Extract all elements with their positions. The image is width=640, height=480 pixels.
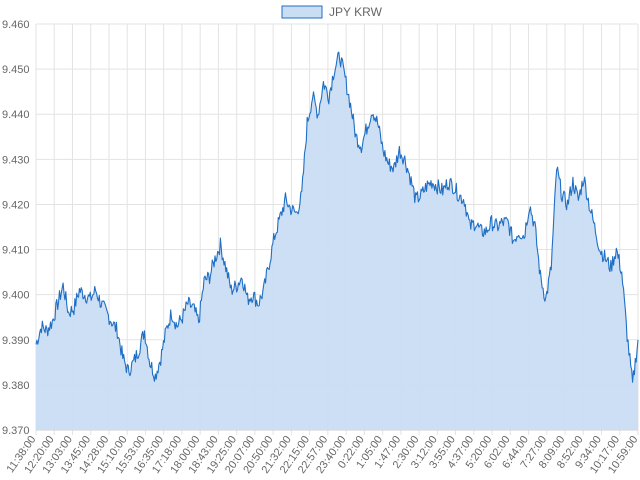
y-tick-label: 9.450 bbox=[2, 64, 30, 76]
legend-label[interactable]: JPY KRW bbox=[329, 5, 383, 19]
legend-swatch[interactable] bbox=[281, 5, 323, 19]
y-tick-label: 9.430 bbox=[2, 154, 30, 166]
y-tick-label: 9.380 bbox=[2, 380, 30, 392]
series-area-fill bbox=[36, 52, 638, 431]
y-tick-label: 9.420 bbox=[2, 199, 30, 211]
y-tick-label: 9.400 bbox=[2, 290, 30, 302]
y-tick-label: 9.370 bbox=[2, 425, 30, 437]
y-tick-label: 9.460 bbox=[2, 19, 30, 31]
series-layer bbox=[35, 51, 639, 431]
y-axis-ticks: 9.370 9.380 9.390 9.400 9.410 9.420 9.430 9.440… bbox=[2, 19, 30, 437]
y-tick-label: 9.440 bbox=[2, 109, 30, 121]
y-tick-label: 9.410 bbox=[2, 245, 30, 257]
legend[interactable]: JPY KRW bbox=[281, 5, 383, 19]
x-axis-ticks: 11:38:0012:20:0013:03:0013:45:0014:28:00… bbox=[5, 434, 640, 476]
y-tick-label: 9.390 bbox=[2, 335, 30, 347]
series-line bbox=[35, 51, 639, 383]
